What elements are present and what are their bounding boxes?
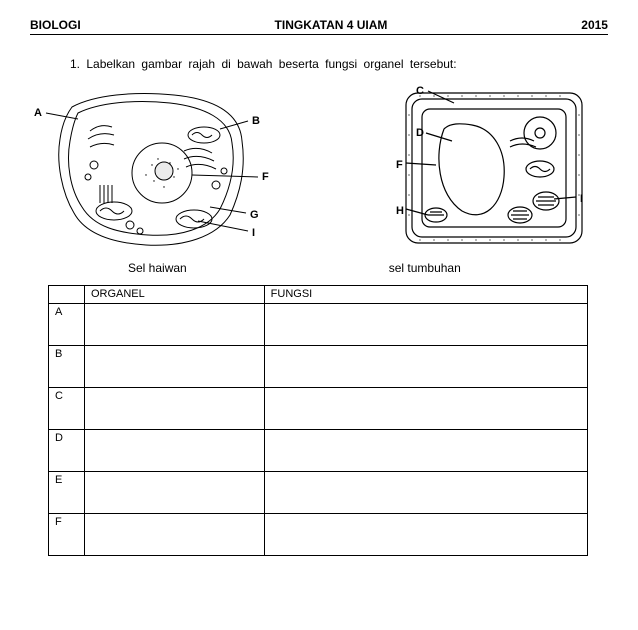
header-left: BIOLOGI bbox=[30, 18, 81, 32]
header-right: 2015 bbox=[581, 18, 608, 32]
question-line: 1. Labelkan gambar rajah di bawah besert… bbox=[70, 57, 608, 71]
label-F-animal: F bbox=[262, 171, 269, 183]
table-header-row: ORGANEL FUNGSI bbox=[49, 286, 588, 304]
plant-cell-svg bbox=[344, 85, 604, 257]
cell-organel[interactable] bbox=[84, 304, 264, 346]
label-A: A bbox=[34, 107, 42, 119]
page: BIOLOGI TINGKATAN 4 UIAM 2015 1. Labelka… bbox=[0, 0, 638, 574]
cell-fungsi[interactable] bbox=[264, 346, 587, 388]
animal-caption: Sel haiwan bbox=[128, 261, 187, 275]
cell-fungsi[interactable] bbox=[264, 388, 587, 430]
table-body: A B C D E bbox=[49, 304, 588, 556]
label-H: H bbox=[396, 205, 404, 217]
label-F-plant: F bbox=[396, 159, 403, 171]
question-text: Labelkan gambar rajah di bawah beserta f… bbox=[86, 57, 456, 71]
row-key: D bbox=[49, 430, 85, 472]
table-row: F bbox=[49, 514, 588, 556]
page-header: BIOLOGI TINGKATAN 4 UIAM 2015 bbox=[30, 18, 608, 35]
header-center: TINGKATAN 4 UIAM bbox=[275, 18, 388, 32]
header-fungsi: FUNGSI bbox=[264, 286, 587, 304]
label-I: I bbox=[580, 193, 583, 205]
header-blank bbox=[49, 286, 85, 304]
cell-organel[interactable] bbox=[84, 388, 264, 430]
table-row: C bbox=[49, 388, 588, 430]
table-row: E bbox=[49, 472, 588, 514]
plant-caption: sel tumbuhan bbox=[389, 261, 461, 275]
label-D: D bbox=[416, 127, 424, 139]
cell-organel[interactable] bbox=[84, 346, 264, 388]
diagram-captions: Sel haiwan sel tumbuhan bbox=[30, 261, 608, 275]
cell-fungsi[interactable] bbox=[264, 430, 587, 472]
table-row: B bbox=[49, 346, 588, 388]
cell-fungsi[interactable] bbox=[264, 514, 587, 556]
answer-table: ORGANEL FUNGSI A B C D bbox=[48, 285, 588, 556]
cell-organel[interactable] bbox=[84, 514, 264, 556]
row-key: F bbox=[49, 514, 85, 556]
animal-cell-svg bbox=[34, 85, 296, 257]
question-number: 1. bbox=[70, 57, 80, 71]
row-key: B bbox=[49, 346, 85, 388]
table-row: D bbox=[49, 430, 588, 472]
row-key: C bbox=[49, 388, 85, 430]
row-key: A bbox=[49, 304, 85, 346]
label-I-partial: I bbox=[252, 227, 255, 239]
animal-cell-diagram: A B F G I bbox=[34, 85, 296, 257]
cell-fungsi[interactable] bbox=[264, 304, 587, 346]
label-G: G bbox=[250, 209, 259, 221]
table-row: A bbox=[49, 304, 588, 346]
cell-organel[interactable] bbox=[84, 430, 264, 472]
cell-organel[interactable] bbox=[84, 472, 264, 514]
label-B: B bbox=[252, 115, 260, 127]
diagrams-row: A B F G I bbox=[30, 85, 608, 257]
row-key: E bbox=[49, 472, 85, 514]
plant-cell-diagram: C D F H I bbox=[344, 85, 604, 257]
header-organel: ORGANEL bbox=[84, 286, 264, 304]
cell-fungsi[interactable] bbox=[264, 472, 587, 514]
label-C: C bbox=[416, 85, 424, 97]
